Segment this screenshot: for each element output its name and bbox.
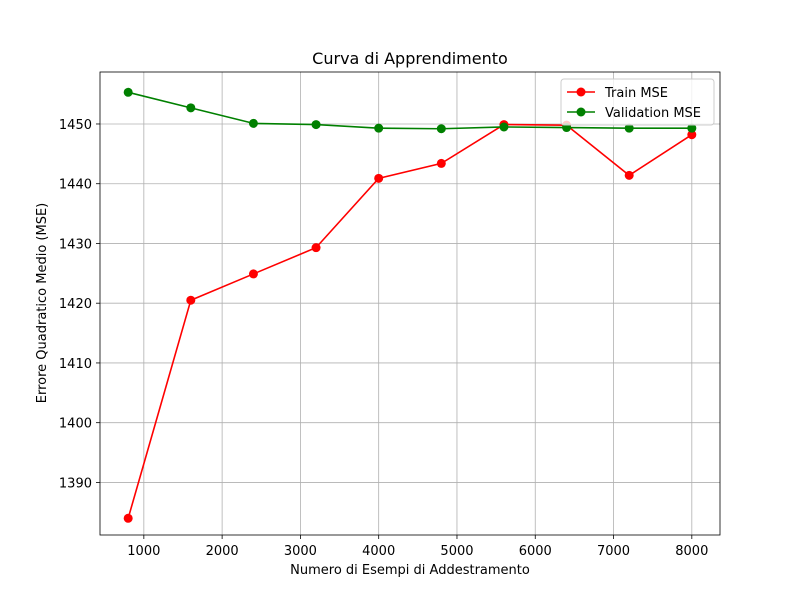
legend-marker-train-mse [576,87,586,97]
legend-box [560,78,715,126]
axis-ticks: 1000 2000 3000 4000 5000 6000 7000 8000 1390 1400… [59,118,708,559]
plot-area [123,87,697,523]
x-tick-label: 2000 [206,544,239,559]
validation-mse-point [687,123,697,133]
validation-mse-point [186,103,196,113]
train-mse-point [687,130,697,140]
validation-mse-point [624,123,634,133]
y-tick-label: 1430 [59,237,92,252]
y-tick-label: 1450 [59,118,92,133]
legend-label-validation-mse: Validation MSE [605,106,701,121]
x-tick-label: 4000 [362,544,395,559]
y-tick-label: 1410 [59,357,92,372]
legend-marker-validation-mse [576,107,586,117]
validation-mse-point [436,124,446,134]
train-mse-point [248,269,258,279]
train-mse-point [311,243,321,253]
x-tick-label: 7000 [597,544,630,559]
train-mse-point [624,170,634,180]
x-axis-label: Numero di Esempi di Addestramento [290,563,530,578]
validation-mse-point [123,87,133,97]
x-tick-label: 5000 [440,544,473,559]
train-mse-point [123,513,133,523]
grid [100,72,720,535]
train-mse-point [374,173,384,183]
train-mse-point [436,158,446,168]
y-tick-label: 1390 [59,476,92,491]
legend: Train MSE Validation MSE [560,78,715,126]
validation-mse-point [248,118,258,128]
legend-label-train-mse: Train MSE [604,86,668,101]
x-tick-label: 3000 [284,544,317,559]
validation-mse-point [311,120,321,130]
y-tick-label: 1440 [59,178,92,193]
validation-mse-point [374,123,384,133]
validation-mse-line [127,91,692,130]
x-tick-label: 6000 [519,544,552,559]
train-mse-point [186,295,196,305]
validation-mse-point [499,122,509,132]
y-tick-label: 1420 [59,297,92,312]
y-tick-label: 1400 [59,417,92,432]
train-mse-line [127,123,693,519]
x-tick-label: 8000 [675,544,708,559]
chart-title: Curva di Apprendimento [312,49,508,68]
x-tick-label: 1000 [127,544,160,559]
y-axis-label: Errore Quadratico Medio (MSE) [35,203,50,403]
